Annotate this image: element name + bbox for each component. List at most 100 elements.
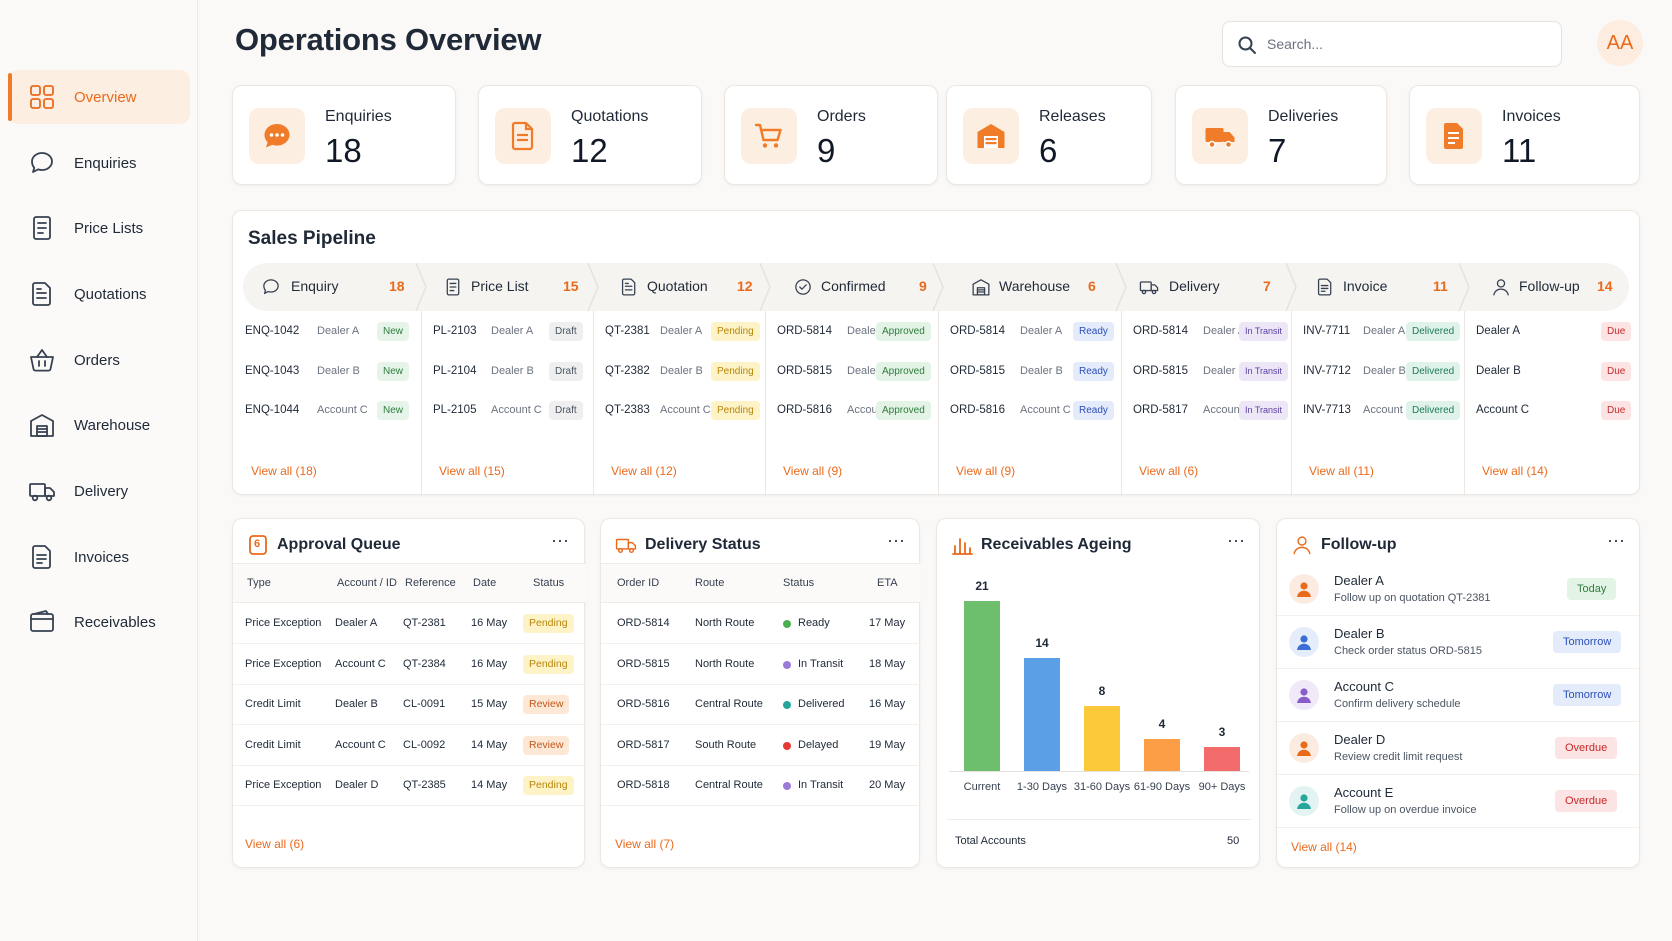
bar-category-label: 31-60 Days (1073, 781, 1131, 793)
view-all-link[interactable]: View all (6) (245, 837, 305, 851)
pipeline-item-party[interactable]: Account C (1476, 404, 1530, 416)
table-row[interactable]: ORD-5817 South Route Delayed 19 May (601, 726, 921, 766)
kpi-card-orders[interactable]: Orders 9 (724, 85, 938, 185)
chart-bar[interactable] (964, 601, 1000, 771)
view-all-link[interactable]: View all (18) (251, 464, 317, 478)
pipeline-stage-quotation[interactable]: Quotation 12 (593, 263, 765, 311)
sidebar-item-label: Enquiries (74, 154, 137, 172)
pipeline-item-id[interactable]: ENQ-1043 (245, 365, 300, 377)
table-row[interactable]: Credit Limit Dealer B CL-0091 15 May Review (233, 685, 586, 725)
chart-bar[interactable] (1144, 738, 1180, 771)
table-row[interactable]: Price Exception Dealer D QT-2385 14 May Pend… (233, 766, 586, 806)
sidebar-item-price-lists[interactable]: Price Lists (8, 201, 190, 255)
view-all-link[interactable]: View all (9) (956, 464, 1016, 478)
pipeline-stage-invoice[interactable]: Invoice 11 (1291, 263, 1464, 311)
kpi-card-invoices[interactable]: Invoices 11 (1409, 85, 1640, 185)
pipeline-item-party: Dealer B (1203, 365, 1246, 377)
sidebar-item-delivery[interactable]: Delivery (8, 464, 190, 518)
table-row[interactable]: ORD-5814 North Route Ready 17 May (601, 604, 921, 644)
kpi-card-enquiries[interactable]: Enquiries 18 (232, 85, 456, 185)
pipeline-item-party: Dealer B (660, 365, 703, 377)
pipeline-item-party[interactable]: Dealer B (1476, 365, 1521, 377)
chart-bar[interactable] (1204, 746, 1240, 771)
table-row[interactable]: ORD-5818 Central Route In Transit 20 May (601, 766, 921, 806)
pipeline-item-id[interactable]: QT-2383 (605, 404, 650, 416)
pipeline-item-id[interactable]: QT-2381 (605, 325, 650, 337)
pipeline-stage-follow-up[interactable]: Follow-up 14 (1464, 263, 1641, 311)
more-options-icon[interactable]: ⋯ (1607, 531, 1626, 551)
follow-up-item[interactable]: Dealer A Follow up on quotation QT-2381 To… (1277, 563, 1639, 616)
pipeline-item-party[interactable]: Dealer A (1476, 325, 1521, 337)
kpi-card-deliveries[interactable]: Deliveries 7 (1175, 85, 1387, 185)
more-options-icon[interactable]: ⋯ (551, 531, 570, 551)
table-row[interactable]: ORD-5816 Central Route Delivered 16 May (601, 685, 921, 725)
chart-bar[interactable] (1024, 657, 1060, 771)
pipeline-stage-price-list[interactable]: Price List 15 (421, 263, 593, 311)
sidebar-item-warehouse[interactable]: Warehouse (8, 398, 190, 452)
search-input[interactable] (1267, 30, 1547, 58)
table-cell: Account C (335, 738, 386, 751)
follow-up-item[interactable]: Account E Follow up on overdue invoice Ove… (1277, 775, 1639, 828)
pipeline-item-id[interactable]: ORD-5815 (1133, 365, 1188, 377)
view-all-link[interactable]: View all (14) (1291, 840, 1357, 854)
table-row[interactable]: Price Exception Account C QT-2384 16 May Pen… (233, 645, 586, 685)
status-badge: Approved (876, 401, 931, 420)
pipeline-item-id[interactable]: PL-2104 (433, 365, 477, 377)
pipeline-item-id[interactable]: INV-7711 (1303, 325, 1351, 337)
view-all-link[interactable]: View all (15) (439, 464, 505, 478)
pipeline-stage-warehouse[interactable]: Warehouse 6 (938, 263, 1121, 311)
pipeline-item-id[interactable]: INV-7712 (1303, 365, 1351, 377)
view-all-link[interactable]: View all (6) (1139, 464, 1199, 478)
view-all-link[interactable]: View all (9) (783, 464, 843, 478)
sidebar-item-invoices[interactable]: Invoices (8, 530, 190, 584)
pipeline-stage-enquiry[interactable]: Enquiry 18 (233, 263, 421, 311)
sidebar-item-overview[interactable]: Overview (8, 70, 190, 124)
pipeline-stage-delivery[interactable]: Delivery 7 (1121, 263, 1291, 311)
user-avatar[interactable]: AA (1597, 20, 1643, 66)
pipeline-item-id[interactable]: ORD-5816 (950, 404, 1005, 416)
table-cell: QT-2381 (403, 617, 446, 629)
pipeline-item-id[interactable]: ENQ-1042 (245, 325, 300, 337)
kpi-card-quotations[interactable]: Quotations 12 (478, 85, 702, 185)
view-all-link[interactable]: View all (11) (1309, 464, 1374, 478)
pipeline-item-id[interactable]: ORD-5817 (1133, 404, 1188, 416)
sidebar-item-quotations[interactable]: Quotations (8, 267, 190, 321)
pipeline-stage-confirmed[interactable]: Confirmed 9 (765, 263, 938, 311)
follow-up-item[interactable]: Dealer D Review credit limit request Overd… (1277, 722, 1639, 775)
column-header: Date (473, 577, 497, 589)
follow-up-description: Confirm delivery schedule (1334, 698, 1461, 710)
pipeline-item-id[interactable]: ENQ-1044 (245, 404, 300, 416)
column-header: Account / ID (337, 577, 397, 589)
more-options-icon[interactable]: ⋯ (1227, 531, 1246, 551)
person-icon (1289, 574, 1319, 604)
pipeline-item-id[interactable]: PL-2105 (433, 404, 477, 416)
pipeline-item-id[interactable]: ORD-5814 (950, 325, 1005, 337)
pipeline-stage-count: 12 (737, 278, 753, 294)
eta: 16 May (869, 698, 906, 710)
pipeline-item-id[interactable]: ORD-5815 (950, 365, 1005, 377)
search-box[interactable] (1222, 21, 1562, 67)
table-row[interactable]: Price Exception Dealer A QT-2381 16 May Pend… (233, 604, 586, 644)
view-all-link[interactable]: View all (14) (1482, 464, 1548, 478)
pipeline-item-id[interactable]: ORD-5814 (777, 325, 832, 337)
pipeline-item-id[interactable]: ORD-5814 (1133, 325, 1188, 337)
pipeline-item-id[interactable]: INV-7713 (1303, 404, 1351, 416)
sidebar-item-enquiries[interactable]: Enquiries (8, 136, 190, 190)
table-row[interactable]: Credit Limit Account C CL-0092 14 May Review (233, 726, 586, 766)
table-row[interactable]: ORD-5815 North Route In Transit 18 May (601, 645, 921, 685)
more-options-icon[interactable]: ⋯ (887, 531, 906, 551)
sidebar-item-receivables[interactable]: Receivables (8, 595, 190, 649)
pipeline-item-id[interactable]: QT-2382 (605, 365, 650, 377)
kpi-card-releases[interactable]: Releases 6 (946, 85, 1152, 185)
status-badge: Pending (711, 322, 760, 341)
sidebar-item-orders[interactable]: Orders (8, 333, 190, 387)
view-all-link[interactable]: View all (12) (611, 464, 677, 478)
view-all-link[interactable]: View all (7) (615, 837, 675, 851)
chart-bar[interactable] (1084, 706, 1120, 771)
follow-up-item[interactable]: Dealer B Check order status ORD-5815 Tomor… (1277, 616, 1639, 669)
pipeline-item-id[interactable]: PL-2103 (433, 325, 477, 337)
follow-up-item[interactable]: Account C Confirm delivery schedule Tomorr… (1277, 669, 1639, 722)
pipeline-item-id[interactable]: ORD-5815 (777, 365, 832, 377)
pipeline-item-id[interactable]: ORD-5816 (777, 404, 832, 416)
basket-icon (28, 346, 56, 374)
